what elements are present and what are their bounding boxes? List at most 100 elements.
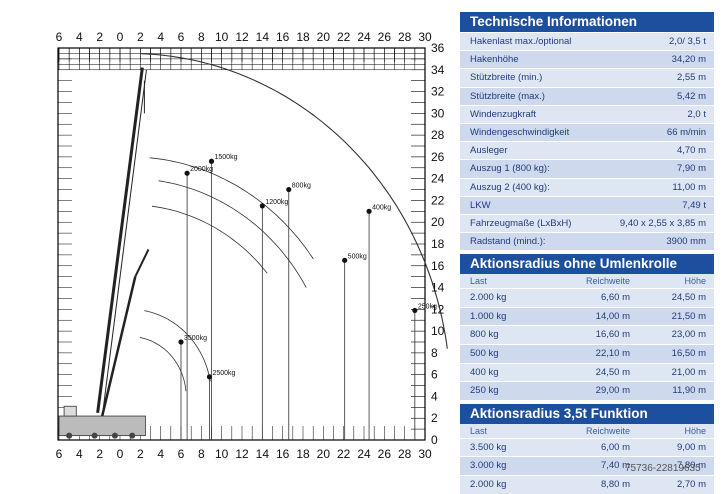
reach-arc bbox=[151, 205, 268, 274]
right-tick-label: 8 bbox=[431, 346, 438, 360]
tech-info-key: LKW bbox=[470, 199, 491, 211]
tech-info-row: Windengeschwindigkeit 66 m/min bbox=[460, 122, 714, 142]
cell-reach: 6,60 m bbox=[600, 292, 630, 304]
load-point-marker bbox=[206, 374, 213, 380]
reach-arcs bbox=[139, 53, 448, 392]
cell-height: 24,50 m bbox=[671, 292, 706, 304]
col-height: Höhe bbox=[684, 425, 706, 436]
cell-reach: 8,80 m bbox=[600, 479, 630, 490]
cell-load: 3.500 kg bbox=[470, 441, 507, 453]
tech-info-value: 9,40 x 2,55 x 3,85 m bbox=[619, 217, 706, 229]
table-row: 800 kg 16,60 m 23,00 m bbox=[460, 325, 714, 345]
bottom-tick-label: 8 bbox=[198, 447, 205, 461]
reach-arc bbox=[139, 337, 187, 392]
table-row: 3.500 kg 6,00 m 9,00 m bbox=[460, 437, 714, 457]
cell-load: 3.000 kg bbox=[470, 460, 507, 472]
load-point-label: 1200kg bbox=[265, 199, 288, 206]
bottom-tick-label: 6 bbox=[178, 447, 185, 461]
tech-info-value: 66 m/min bbox=[666, 126, 706, 138]
top-tick-label: 26 bbox=[378, 30, 392, 44]
tech-info-row: Radstand (mind.): 3900 mm bbox=[460, 232, 714, 251]
short-boom-tip bbox=[134, 249, 150, 278]
load-point-label: 2000kg bbox=[190, 166, 213, 173]
top-tick-label: 0 bbox=[117, 30, 124, 44]
top-tick-label: 22 bbox=[337, 30, 351, 44]
load-point-marker bbox=[412, 307, 418, 314]
right-tick-label: 28 bbox=[431, 128, 445, 142]
tech-info-value: 2,55 m bbox=[676, 72, 706, 84]
right-tick-label: 24 bbox=[431, 172, 445, 186]
cell-reach: 16,60 m bbox=[595, 329, 630, 341]
reach-arc bbox=[158, 180, 307, 288]
cell-height: 2,70 m bbox=[676, 479, 706, 490]
tech-info-value: 11,00 m bbox=[672, 181, 706, 193]
table-row: 500 kg 22,10 m 16,50 m bbox=[460, 344, 714, 363]
cell-height: 9,00 m bbox=[676, 441, 706, 453]
cell-load: 1.000 kg bbox=[470, 310, 507, 322]
cell-load: 2.000 kg bbox=[470, 292, 507, 304]
bottom-tick-label: 26 bbox=[378, 447, 392, 461]
load-point-marker bbox=[286, 186, 292, 193]
bottom-tick-label: 4 bbox=[157, 447, 164, 461]
right-tick-label: 12 bbox=[431, 302, 445, 316]
tech-info-title: Technische Informationen bbox=[460, 12, 714, 32]
cell-height: 21,50 m bbox=[671, 310, 706, 322]
cell-reach: 29,00 m bbox=[595, 385, 630, 397]
truck-wheel bbox=[66, 432, 73, 439]
load-point-label: 500kg bbox=[348, 253, 367, 260]
axis-ticks: 6 4 2 0 2 4 6 8 10 12 14 16 18 20 22 24 26 28 306 4 2 0 2 4 6 8 10… bbox=[56, 30, 445, 461]
right-tick-label: 18 bbox=[431, 237, 445, 251]
tech-info-key: Auszug 2 (400 kg): bbox=[470, 181, 550, 193]
radius-table-head: Last Reichweite Höhe bbox=[460, 274, 714, 289]
right-tick-label: 16 bbox=[431, 259, 445, 273]
truck-body bbox=[58, 415, 146, 437]
tech-info-key: Ausleger bbox=[470, 145, 508, 157]
right-tick-label: 36 bbox=[431, 41, 445, 55]
tech-info-row: Fahrzeugmaße (LxBxH) 9,40 x 2,55 x 3,85 m bbox=[460, 213, 714, 233]
tech-info-row: Stützbreite (max.) 5,42 m bbox=[460, 86, 714, 105]
right-tick-label: 30 bbox=[431, 106, 445, 120]
tech-info-row: Windenzugkraft 2,0 t bbox=[460, 104, 714, 123]
top-tick-label: 2 bbox=[137, 30, 144, 44]
cell-height: 21,00 m bbox=[671, 366, 706, 378]
bottom-tick-label: 2 bbox=[137, 447, 144, 461]
main-boom bbox=[96, 67, 144, 413]
table-row: 2.000 kg 8,80 m 2,70 m bbox=[460, 475, 714, 494]
load-point-marker bbox=[178, 339, 184, 345]
cell-load: 500 kg bbox=[470, 348, 499, 360]
bottom-tick-label: 6 bbox=[56, 447, 63, 461]
top-tick-label: 24 bbox=[357, 30, 371, 44]
bottom-tick-label: 18 bbox=[296, 447, 310, 461]
right-tick-label: 6 bbox=[431, 368, 438, 382]
tech-info-value: 3900 mm bbox=[666, 236, 706, 248]
right-tick-label: 26 bbox=[431, 150, 445, 164]
cell-load: 400 kg bbox=[470, 366, 499, 378]
bottom-tick-label: 10 bbox=[215, 447, 229, 461]
top-tick-label: 8 bbox=[198, 30, 205, 44]
radius35-table-title: Aktionsradius 3,5t Funktion bbox=[460, 403, 714, 424]
cell-reach: 6,00 m bbox=[600, 441, 630, 453]
top-tick-label: 2 bbox=[96, 30, 103, 44]
truck-wheel bbox=[91, 432, 98, 439]
load-point-marker bbox=[342, 257, 348, 263]
tech-info-row: Auszug 2 (400 kg): 11,00 m bbox=[460, 177, 714, 196]
bottom-tick-label: 14 bbox=[256, 447, 270, 461]
crane-drawing bbox=[58, 67, 150, 439]
tech-info-row: LKW 7,49 t bbox=[460, 195, 714, 214]
info-panel: Technische Informationen Hakenlast max./… bbox=[460, 12, 714, 494]
right-tick-label: 2 bbox=[431, 411, 438, 425]
table-row: 3.000 kg 7,40 m 7,80 m bbox=[460, 456, 714, 475]
right-tick-label: 4 bbox=[431, 389, 438, 403]
tech-info-key: Auszug 1 (800 kg): bbox=[470, 163, 550, 175]
reach-arc bbox=[144, 310, 211, 382]
load-point-label: 3500kg bbox=[184, 335, 207, 342]
load-point-label: 400kg bbox=[372, 204, 391, 211]
tech-info-key: Stützbreite (max.) bbox=[470, 90, 545, 102]
cell-load: 800 kg bbox=[470, 329, 499, 341]
tech-info-value: 2,0 t bbox=[687, 108, 707, 120]
bottom-tick-label: 22 bbox=[337, 447, 351, 461]
radius-table-rows: 2.000 kg 6,60 m 24,50 m 1.000 kg 14,00 m 21,5… bbox=[460, 288, 714, 400]
top-tick-label: 30 bbox=[418, 30, 432, 44]
cell-load: 2.000 kg bbox=[470, 479, 507, 490]
col-height: Höhe bbox=[684, 276, 706, 287]
